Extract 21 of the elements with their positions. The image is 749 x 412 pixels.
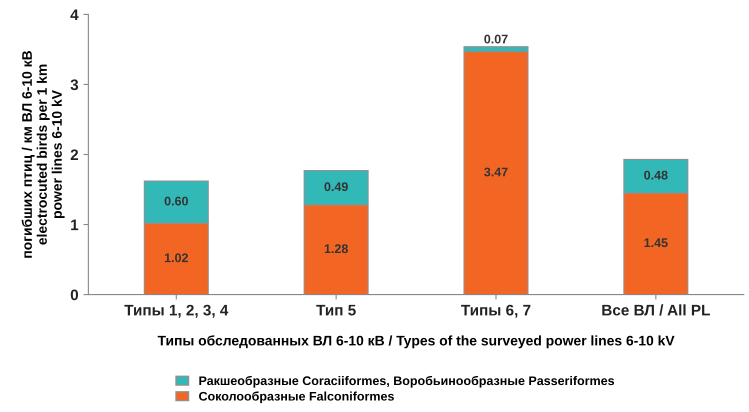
data-label: 3.47 — [484, 168, 508, 176]
y-axis-title: погибших птиц / км ВЛ 6-10 кВ electrocuted birds per 1 km power lines 6-10 kV — [22, 50, 65, 258]
x-tick-label: Тип 5 — [316, 304, 356, 316]
x-tick-label: Типы 6, 7 — [461, 304, 530, 318]
y-tick-label: 1 — [71, 220, 78, 230]
data-label: 1.02 — [164, 253, 188, 262]
data-label: 0.60 — [164, 196, 188, 206]
legend-label: Соколообразные Falconiformes — [199, 391, 394, 404]
x-axis-title: Типы обследованных ВЛ 6-10 кВ / Types of the surveyed power lines 6-10 kV — [158, 335, 675, 348]
y-tick-label: 4 — [70, 9, 79, 20]
data-label: 0.48 — [644, 170, 668, 180]
data-label: 0.49 — [324, 182, 348, 192]
legend-label: Ракшеобразные Coraciiformes, Воробьинообразные Passeriformes — [199, 376, 614, 388]
y-tick-label: 2 — [70, 149, 78, 160]
x-tick-label: Все ВЛ / All PL — [602, 304, 710, 316]
data-label: 1.45 — [644, 238, 668, 248]
x-tick-label: Типы 1, 2, 3, 4 — [124, 304, 228, 318]
y-tick-label: 3 — [70, 79, 78, 90]
data-label: 0.07 — [484, 34, 508, 44]
data-label: 1.28 — [324, 244, 348, 254]
y-tick-label: 0 — [70, 289, 78, 300]
